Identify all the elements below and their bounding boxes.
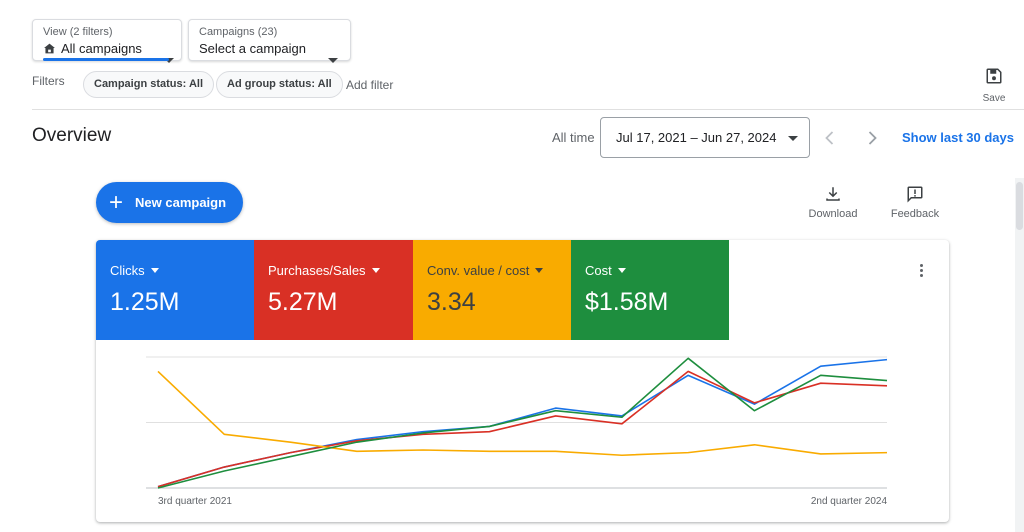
feedback-button[interactable]: Feedback xyxy=(889,185,941,220)
chevron-down-icon xyxy=(535,268,544,273)
metric-value: 1.25M xyxy=(110,288,180,316)
more-options-icon[interactable] xyxy=(918,264,924,279)
chevron-down-icon xyxy=(328,58,338,63)
ad-group-status-chip[interactable]: Ad group status: All xyxy=(216,71,343,98)
chevron-down-icon xyxy=(150,268,159,273)
feedback-label: Feedback xyxy=(890,208,940,220)
metric-tile-cost[interactable]: Cost $1.58M xyxy=(571,240,729,340)
chevron-right-icon[interactable] xyxy=(862,128,882,148)
chevron-left-icon[interactable] xyxy=(820,128,840,148)
chevron-down-icon xyxy=(617,268,626,273)
save-label: Save xyxy=(982,93,1006,104)
performance-line-chart: 3rd quarter 2021 2nd quarter 2024 xyxy=(146,356,888,507)
date-range-value: Jul 17, 2021 – Jun 27, 2024 xyxy=(616,130,777,145)
campaign-status-chip[interactable]: Campaign status: All xyxy=(83,71,214,98)
campaigns-dropdown-label: Campaigns (23) xyxy=(199,26,278,38)
metric-value: 3.34 xyxy=(427,288,476,316)
view-dropdown-label: View (2 filters) xyxy=(43,26,113,38)
metric-name: Purchases/Sales xyxy=(268,263,366,278)
divider xyxy=(32,109,1024,110)
save-button[interactable]: Save xyxy=(978,67,1010,104)
metric-name: Cost xyxy=(585,263,612,278)
scrollbar[interactable] xyxy=(1015,178,1024,532)
metric-tile-clicks[interactable]: Clicks 1.25M xyxy=(96,240,254,340)
save-icon xyxy=(986,68,1002,84)
download-label: Download xyxy=(808,208,858,220)
page-title: Overview xyxy=(32,125,112,146)
x-tick-label: 2nd quarter 2024 xyxy=(811,496,888,507)
metric-value: 5.27M xyxy=(268,288,338,316)
active-indicator xyxy=(43,58,169,61)
series-line-3 xyxy=(157,357,888,489)
chevron-down-icon xyxy=(371,268,380,273)
new-campaign-button[interactable]: + New campaign xyxy=(96,182,243,223)
scrollbar-thumb[interactable] xyxy=(1016,182,1023,230)
x-tick-label: 3rd quarter 2021 xyxy=(158,496,232,507)
download-button[interactable]: Download xyxy=(806,185,860,220)
feedback-icon xyxy=(907,186,923,203)
filters-label: Filters xyxy=(32,74,65,88)
campaigns-dropdown[interactable]: Campaigns (23) Select a campaign xyxy=(188,19,351,63)
download-icon xyxy=(826,187,840,201)
metric-name: Conv. value / cost xyxy=(427,263,530,278)
chevron-down-icon xyxy=(164,58,174,63)
show-last-30-days-link[interactable]: Show last 30 days xyxy=(902,130,1014,145)
chevron-down-icon xyxy=(788,136,798,141)
date-range-label: All time xyxy=(552,130,595,145)
series-line-2 xyxy=(157,370,888,457)
plus-icon: + xyxy=(109,188,124,216)
metric-tile-purchases-sales[interactable]: Purchases/Sales 5.27M xyxy=(254,240,413,340)
campaigns-dropdown-value: Select a campaign xyxy=(199,41,306,56)
view-dropdown-value: All campaigns xyxy=(61,41,142,56)
date-range-dropdown[interactable]: Jul 17, 2021 – Jun 27, 2024 xyxy=(600,117,810,158)
performance-card: Clicks 1.25M Purchases/Sales 5.27M Conv.… xyxy=(96,240,949,522)
view-dropdown[interactable]: View (2 filters) All campaigns xyxy=(32,19,182,63)
new-campaign-label: New campaign xyxy=(135,195,227,210)
add-filter-button[interactable]: Add filter xyxy=(346,78,394,92)
home-icon xyxy=(44,43,55,54)
metric-name: Clicks xyxy=(110,263,145,278)
metric-value: $1.58M xyxy=(585,288,669,316)
series-line-1 xyxy=(157,370,888,488)
metric-tile-conv-value-cost[interactable]: Conv. value / cost 3.34 xyxy=(413,240,571,340)
